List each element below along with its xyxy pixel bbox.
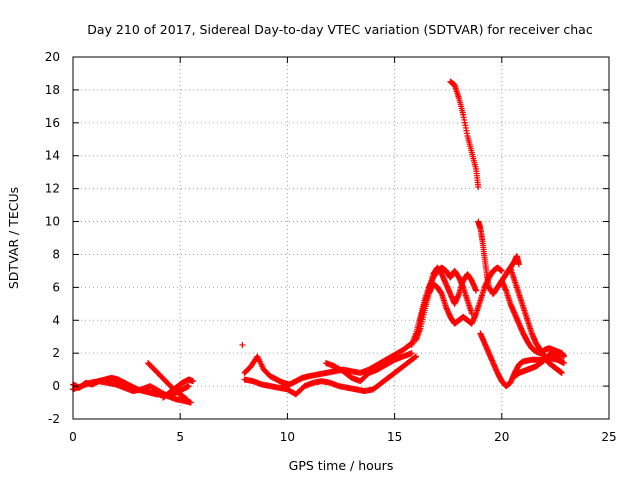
series-descent-2 <box>498 277 567 360</box>
data-point-marker <box>560 353 567 360</box>
data-point-marker <box>182 395 189 402</box>
x-tick-label: 10 <box>280 430 295 444</box>
series-climb-c <box>417 264 480 324</box>
chart-title: Day 210 of 2017, Sidereal Day-to-day VTE… <box>87 22 593 37</box>
data-point-marker <box>183 396 190 403</box>
series-outlier <box>239 341 246 348</box>
data-point-marker <box>187 399 194 406</box>
x-tick-label: 25 <box>601 430 616 444</box>
grid <box>73 57 609 419</box>
data-point-marker <box>413 353 420 360</box>
y-tick-label: 8 <box>52 247 60 261</box>
y-tick-label: -2 <box>48 412 60 426</box>
plot-frame <box>72 56 610 420</box>
series-tail <box>511 350 565 380</box>
data-point-marker <box>411 354 418 361</box>
data-point-marker <box>185 383 192 390</box>
x-axis-label: GPS time / hours <box>289 458 394 473</box>
y-tick-label: 12 <box>45 182 60 196</box>
data-point-marker <box>190 378 197 385</box>
x-tick-label: 20 <box>494 430 509 444</box>
data-points <box>70 78 567 406</box>
data-point-marker <box>473 287 480 294</box>
series-descent <box>477 330 567 390</box>
y-tick-label: 20 <box>45 50 60 64</box>
y-tick-label: 0 <box>52 379 60 393</box>
series-early-band-2 <box>70 378 194 406</box>
y-tick-label: 14 <box>45 149 60 163</box>
data-point-marker <box>558 369 565 376</box>
series-descent-3 <box>507 264 565 376</box>
series-spike <box>447 78 482 190</box>
y-tick-label: 10 <box>45 215 60 229</box>
y-axis-label: SDTVAR / TECUs <box>6 187 21 289</box>
series-mid-band-low <box>241 353 420 398</box>
series-early-rise <box>160 376 197 401</box>
data-point-marker <box>239 341 246 348</box>
series-mid-band-2 <box>322 350 415 385</box>
axis-ticks: 0 5 10 15 20 25 -2 0 2 4 6 8 10 12 14 16 18 20 <box>45 50 617 444</box>
data-point-marker <box>475 183 482 190</box>
x-tick-label: 0 <box>69 430 77 444</box>
y-tick-label: 18 <box>45 83 60 97</box>
y-tick-label: 4 <box>52 313 60 327</box>
x-tick-label: 15 <box>387 430 402 444</box>
y-tick-label: 6 <box>52 280 60 294</box>
y-tick-label: 2 <box>52 346 60 360</box>
data-point-marker <box>558 358 565 365</box>
x-tick-label: 5 <box>176 430 184 444</box>
data-point-marker <box>408 350 415 357</box>
data-point-marker <box>515 261 522 268</box>
data-point-marker <box>498 267 505 274</box>
y-tick-label: 16 <box>45 116 60 130</box>
